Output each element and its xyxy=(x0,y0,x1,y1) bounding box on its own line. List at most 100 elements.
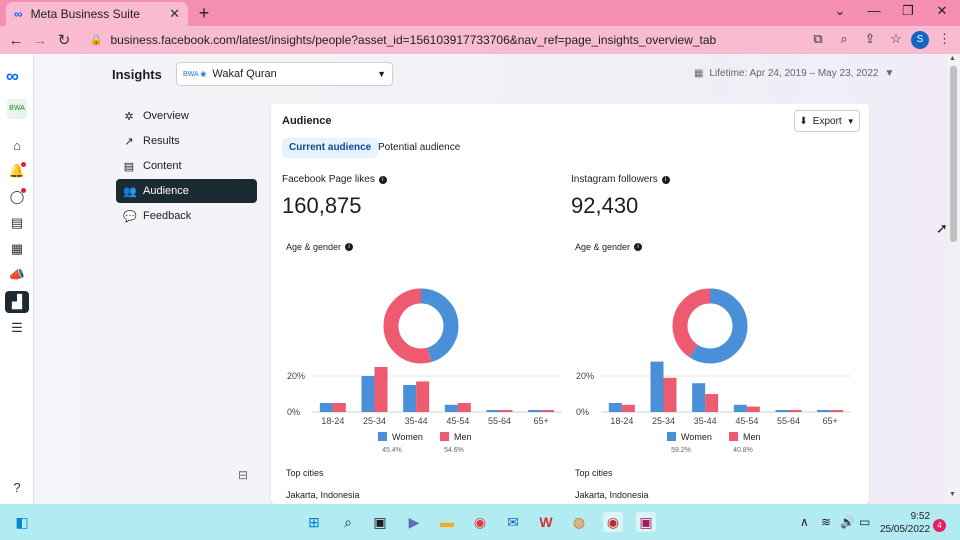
y-tick-label: 0% xyxy=(287,407,300,417)
mouse-cursor-icon: ➚ xyxy=(936,220,947,236)
browser-menu-icon[interactable]: ⋮ xyxy=(938,31,951,46)
zoom-icon[interactable]: ⌕ xyxy=(840,31,848,46)
info-icon[interactable]: i xyxy=(378,175,387,184)
page-scrollbar[interactable]: ▲ ▼ xyxy=(947,54,960,504)
close-window-button[interactable]: ✕ xyxy=(936,3,948,18)
legend-percent: 40.8% xyxy=(733,447,753,454)
city-item: Jakarta, Indonesia xyxy=(575,490,649,500)
collapse-sidebar-icon[interactable]: ⊟ xyxy=(238,468,249,482)
sidebar-item-feedback[interactable]: 💬 Feedback xyxy=(116,204,257,228)
bar-men-55-64[interactable] xyxy=(499,410,513,412)
sidebar-item-label: Content xyxy=(143,160,182,172)
forward-icon[interactable]: → xyxy=(32,31,48,49)
mail-icon[interactable]: ✉ xyxy=(507,513,519,530)
minimize-button[interactable]: — xyxy=(867,3,881,18)
battery-icon[interactable]: ▭ xyxy=(859,515,871,529)
tab-search-icon[interactable]: ⌄ xyxy=(834,3,846,18)
widgets-icon[interactable]: ◧ xyxy=(15,513,29,530)
bar-women-18-24[interactable] xyxy=(319,403,333,412)
scroll-up-icon[interactable]: ▲ xyxy=(949,55,956,62)
sidebar-item-audience[interactable]: 👥 Audience xyxy=(116,179,257,203)
bar-women-65+[interactable] xyxy=(528,410,542,412)
bar-women-45-54[interactable] xyxy=(444,404,458,412)
bookmark-star-icon[interactable]: ☆ xyxy=(890,31,902,46)
browser-tab[interactable]: ∞ Meta Business Suite ✕ xyxy=(6,2,188,26)
x-tick-label: 25-34 xyxy=(652,416,675,426)
bar-men-18-24[interactable] xyxy=(332,403,346,412)
bar-men-35-44[interactable] xyxy=(705,394,719,412)
url-field[interactable]: 🔒 business.facebook.com/latest/insights/… xyxy=(84,29,880,51)
bar-women-25-34[interactable] xyxy=(650,361,664,412)
gender-donut xyxy=(672,288,748,364)
firefox-icon[interactable]: ◍ xyxy=(572,513,586,530)
translate-icon[interactable]: ⧉ xyxy=(813,31,823,46)
screen-app-icon[interactable]: ▣ xyxy=(636,512,656,532)
bar-women-25-34[interactable] xyxy=(361,376,375,412)
legend-label: Women xyxy=(392,432,423,442)
bar-men-45-54[interactable] xyxy=(457,403,471,412)
scroll-down-icon[interactable]: ▼ xyxy=(949,491,956,498)
bar-men-65+[interactable] xyxy=(830,410,844,412)
bar-women-55-64[interactable] xyxy=(486,410,500,412)
tab-current-audience[interactable]: Current audience xyxy=(282,138,379,158)
bar-men-25-34[interactable] xyxy=(663,377,677,412)
teams-chat-icon[interactable]: ▶ xyxy=(408,513,420,530)
page-avatar[interactable]: BWA xyxy=(7,99,27,119)
bar-men-65+[interactable] xyxy=(541,410,555,412)
start-icon[interactable]: ⊞ xyxy=(308,513,320,530)
tray-chevron-icon[interactable]: ∧ xyxy=(800,515,809,529)
notifications-icon[interactable]: 🔔 xyxy=(8,162,26,178)
new-tab-button[interactable]: + xyxy=(198,3,210,23)
info-icon[interactable]: i xyxy=(661,175,670,184)
search-icon[interactable]: ⌕ xyxy=(344,513,352,530)
bar-men-55-64[interactable] xyxy=(788,410,802,412)
planner-icon[interactable]: ▦ xyxy=(10,241,24,256)
tab-close-icon[interactable]: ✕ xyxy=(169,6,180,21)
bar-women-18-24[interactable] xyxy=(608,403,622,412)
profile-avatar[interactable]: S xyxy=(911,31,929,49)
wifi-icon[interactable]: ≋ xyxy=(821,515,832,529)
scroll-thumb[interactable] xyxy=(950,66,957,242)
date-range-picker[interactable]: ▦ Lifetime: Apr 24, 2019 – May 23, 2022 … xyxy=(694,68,894,79)
sidebar-item-content[interactable]: ▤ Content xyxy=(116,154,257,178)
notification-badge[interactable]: 4 xyxy=(933,519,946,532)
sidebar-item-overview[interactable]: ✲ Overview xyxy=(116,104,257,128)
x-tick-label: 45-54 xyxy=(735,416,758,426)
export-button[interactable]: ⬇ Export ▼ xyxy=(794,110,860,132)
restore-button[interactable]: ❐ xyxy=(902,3,914,18)
info-icon[interactable]: i xyxy=(634,243,643,251)
chrome-profile-icon[interactable]: ◉ xyxy=(603,512,623,532)
bar-women-65+[interactable] xyxy=(817,410,831,412)
help-icon[interactable]: ? xyxy=(13,479,21,495)
all-tools-icon[interactable]: ☰ xyxy=(11,320,23,335)
meta-logo-icon[interactable]: ∞ xyxy=(6,66,19,86)
reload-icon[interactable]: ↻ xyxy=(57,32,71,49)
bar-women-45-54[interactable] xyxy=(733,404,747,412)
file-explorer-icon[interactable]: ▬ xyxy=(440,514,454,530)
tab-potential-audience[interactable]: Potential audience xyxy=(378,142,461,153)
sidebar-item-results[interactable]: ↗ Results xyxy=(116,129,257,153)
bar-women-55-64[interactable] xyxy=(775,410,789,412)
home-icon[interactable]: ⌂ xyxy=(13,137,21,153)
volume-icon[interactable]: 🔊 xyxy=(840,515,855,529)
x-tick-label: 65+ xyxy=(534,416,549,426)
bar-men-25-34[interactable] xyxy=(374,367,388,412)
insights-icon[interactable]: ▟ xyxy=(5,291,29,313)
clock-date: 25/05/2022 xyxy=(880,524,931,535)
bar-men-18-24[interactable] xyxy=(621,404,635,412)
bar-men-45-54[interactable] xyxy=(746,406,760,412)
task-view-icon[interactable]: ▣ xyxy=(373,513,387,530)
info-icon[interactable]: i xyxy=(345,243,354,251)
back-icon[interactable]: ← xyxy=(8,31,24,49)
page-selector[interactable]: BWA ◉ Wakaf Quran ▼ xyxy=(176,62,393,86)
clock[interactable]: 9:52 25/05/2022 xyxy=(880,510,930,536)
posts-icon[interactable]: ▤ xyxy=(10,215,24,230)
chrome-icon[interactable]: ◉ xyxy=(473,513,487,530)
wps-office-icon[interactable]: W xyxy=(539,514,553,530)
ads-icon[interactable]: 📣 xyxy=(8,267,26,282)
bar-women-35-44[interactable] xyxy=(403,385,417,412)
share-icon[interactable]: ⇪ xyxy=(864,31,876,46)
bar-men-35-44[interactable] xyxy=(416,381,430,412)
bar-women-35-44[interactable] xyxy=(692,383,706,412)
inbox-icon[interactable]: ◯ xyxy=(9,188,26,204)
